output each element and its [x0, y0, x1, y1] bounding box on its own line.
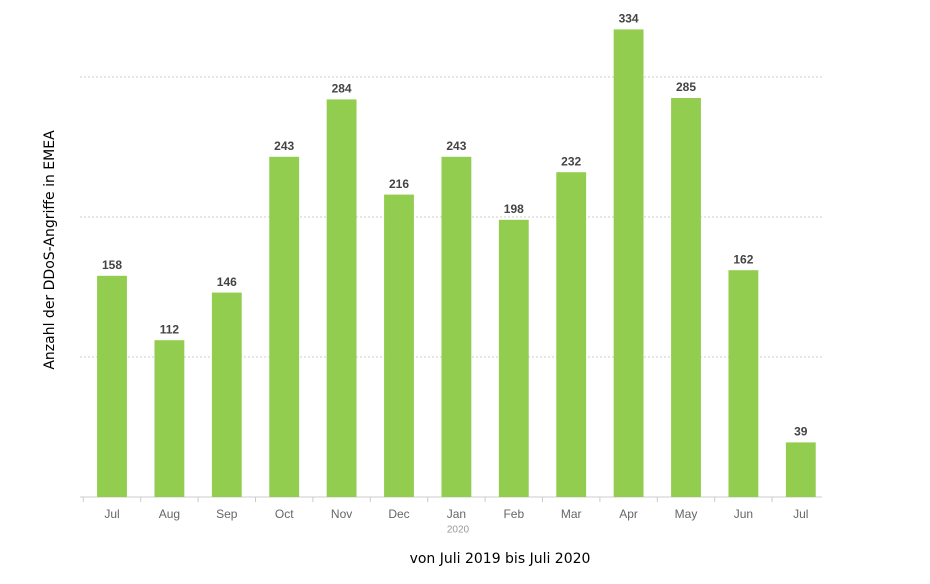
- x-tick-label: Sep: [216, 507, 238, 521]
- value-label: 243: [274, 139, 294, 153]
- x-tick-label: Jul: [104, 507, 119, 521]
- x-tick-label: Aug: [159, 507, 180, 521]
- bar: [154, 340, 185, 497]
- year-annotation: 2020: [447, 525, 470, 536]
- bar: [671, 98, 701, 497]
- x-tick-label: Nov: [331, 507, 352, 521]
- value-label: 232: [561, 154, 581, 168]
- bar: [728, 270, 759, 497]
- x-tick-label: Mar: [561, 507, 582, 521]
- value-label: 243: [446, 139, 466, 153]
- bar: [211, 292, 242, 497]
- value-label: 158: [102, 258, 122, 272]
- x-tick-label: Jun: [734, 507, 753, 521]
- bar: [556, 172, 587, 497]
- value-label: 146: [217, 275, 237, 289]
- x-tick-label: Dec: [388, 507, 409, 521]
- value-label: 39: [794, 425, 808, 439]
- bar: [498, 219, 529, 498]
- value-label: 334: [619, 12, 639, 26]
- value-label: 284: [332, 82, 352, 96]
- value-label: 285: [676, 80, 696, 94]
- bar: [326, 99, 357, 498]
- x-tick-label: May: [675, 507, 698, 521]
- bar: [97, 275, 127, 497]
- bar: [441, 156, 472, 498]
- y-axis-title: Anzahl der DDoS-Angriffe in EMEA: [42, 130, 58, 370]
- x-tick-label: Oct: [275, 507, 294, 521]
- x-tick-label: Apr: [619, 507, 638, 521]
- bar: [785, 442, 816, 497]
- value-label: 112: [160, 322, 180, 336]
- value-label: 162: [733, 252, 753, 266]
- value-label: 198: [504, 202, 524, 216]
- x-axis-title: von Juli 2019 bis Juli 2020: [410, 551, 591, 567]
- value-label: 216: [389, 177, 409, 191]
- x-tick-label: Jul: [793, 507, 808, 521]
- x-tick-label: Feb: [503, 507, 524, 521]
- bar: [384, 194, 414, 497]
- bar: [269, 156, 300, 498]
- x-tick-label: Jan: [447, 507, 466, 521]
- bar: [613, 29, 644, 498]
